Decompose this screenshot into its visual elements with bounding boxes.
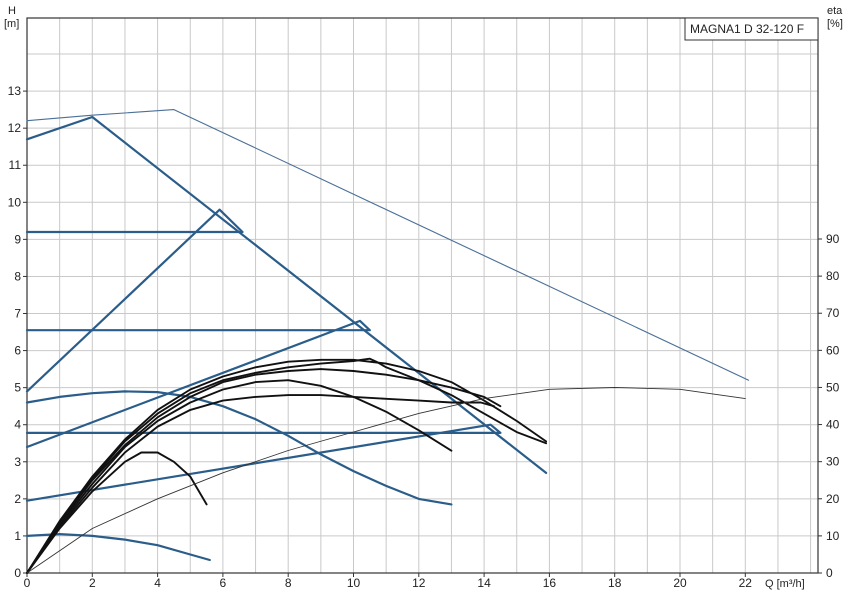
- y-right-tick-label: 10: [826, 529, 840, 543]
- title-box: [684, 17, 819, 41]
- y-right-tick-label: 30: [826, 455, 840, 469]
- grid-lines: [27, 18, 818, 573]
- y-right-tick-label: 50: [826, 380, 840, 394]
- x-tick-label: 10: [347, 576, 361, 590]
- y-left-tick-label: 11: [9, 158, 22, 172]
- curve-const_pressure_low: [25, 423, 502, 502]
- y-right-tick-label: 20: [826, 492, 840, 506]
- curve-const_pressure_mid: [25, 319, 371, 449]
- curve-eff_curve_2: [26, 394, 495, 574]
- y-left-tick-label: 12: [8, 121, 22, 135]
- y-left-tick-label: 0: [14, 566, 21, 580]
- y-left-tick-label: 7: [14, 307, 21, 321]
- x-tick-label: 14: [477, 576, 491, 590]
- y-left-tick-label: 5: [14, 381, 21, 395]
- curve-eff_curve_3: [26, 379, 453, 574]
- y-left-axis-name: H: [8, 5, 16, 17]
- y-right-tick-label: 60: [826, 343, 840, 357]
- curve-eff_curve_5: [26, 357, 548, 574]
- y-right-axis-unit: [%]: [827, 18, 843, 30]
- chart-title: MAGNA1 D 32-120 F: [690, 22, 804, 36]
- curve-efficiency_eta: [26, 387, 746, 574]
- curve-eff_curve_1: [26, 451, 208, 574]
- y-right-tick-label: 40: [826, 418, 840, 432]
- y-left-tick-label: 2: [14, 492, 21, 506]
- x-tick-label: 18: [608, 576, 622, 590]
- x-tick-label: 12: [412, 576, 426, 590]
- x-tick-labels: 0 2 4 6 8 10 12 14 16 18 20 22: [24, 573, 753, 590]
- curve-const_pressure_high: [25, 208, 244, 393]
- curve-eff_curve_6: [26, 358, 548, 574]
- curve-eff_curve_4: [26, 368, 502, 574]
- x-tick-label: 8: [285, 576, 292, 590]
- x-tick-label: 22: [739, 576, 753, 590]
- y-left-tick-label: 4: [14, 418, 21, 432]
- y-left-tick-label: 9: [14, 232, 21, 246]
- x-tick-label: 20: [673, 576, 687, 590]
- y-left-tick-label: 1: [14, 529, 21, 543]
- y-right-tick-label: 70: [826, 306, 840, 320]
- plot-frame: [26, 17, 819, 574]
- pump-curves: [25, 109, 750, 574]
- y-left-tick-label: 3: [14, 455, 21, 469]
- x-tick-label: 4: [154, 576, 161, 590]
- x-tick-label: 2: [89, 576, 96, 590]
- x-tick-label: 16: [543, 576, 557, 590]
- x-axis-label: Q [m³/h]: [765, 578, 805, 590]
- y-right-axis-name: eta: [827, 5, 843, 17]
- y-left-axis-unit: [m]: [4, 18, 19, 30]
- curve-dual_max_outline: [26, 109, 750, 381]
- chart-axes: [26, 17, 819, 574]
- y-left-tick-label: 8: [14, 269, 21, 283]
- y-left-tick-label: 10: [8, 195, 22, 209]
- y-right-tick-label: 0: [826, 566, 833, 580]
- x-tick-label: 0: [24, 576, 31, 590]
- curve-proportional_low: [25, 533, 211, 562]
- y-right-tick-label: 80: [826, 269, 840, 283]
- x-tick-label: 6: [220, 576, 227, 590]
- y-left-tick-label: 13: [8, 84, 22, 98]
- curve-proportional_high: [25, 390, 453, 506]
- y-right-tick-labels: 0 10 20 30 40 50 60 70 80 90: [818, 232, 840, 580]
- y-right-tick-label: 90: [826, 232, 840, 246]
- curve-max_outline: [25, 115, 548, 474]
- y-left-tick-label: 6: [14, 344, 21, 358]
